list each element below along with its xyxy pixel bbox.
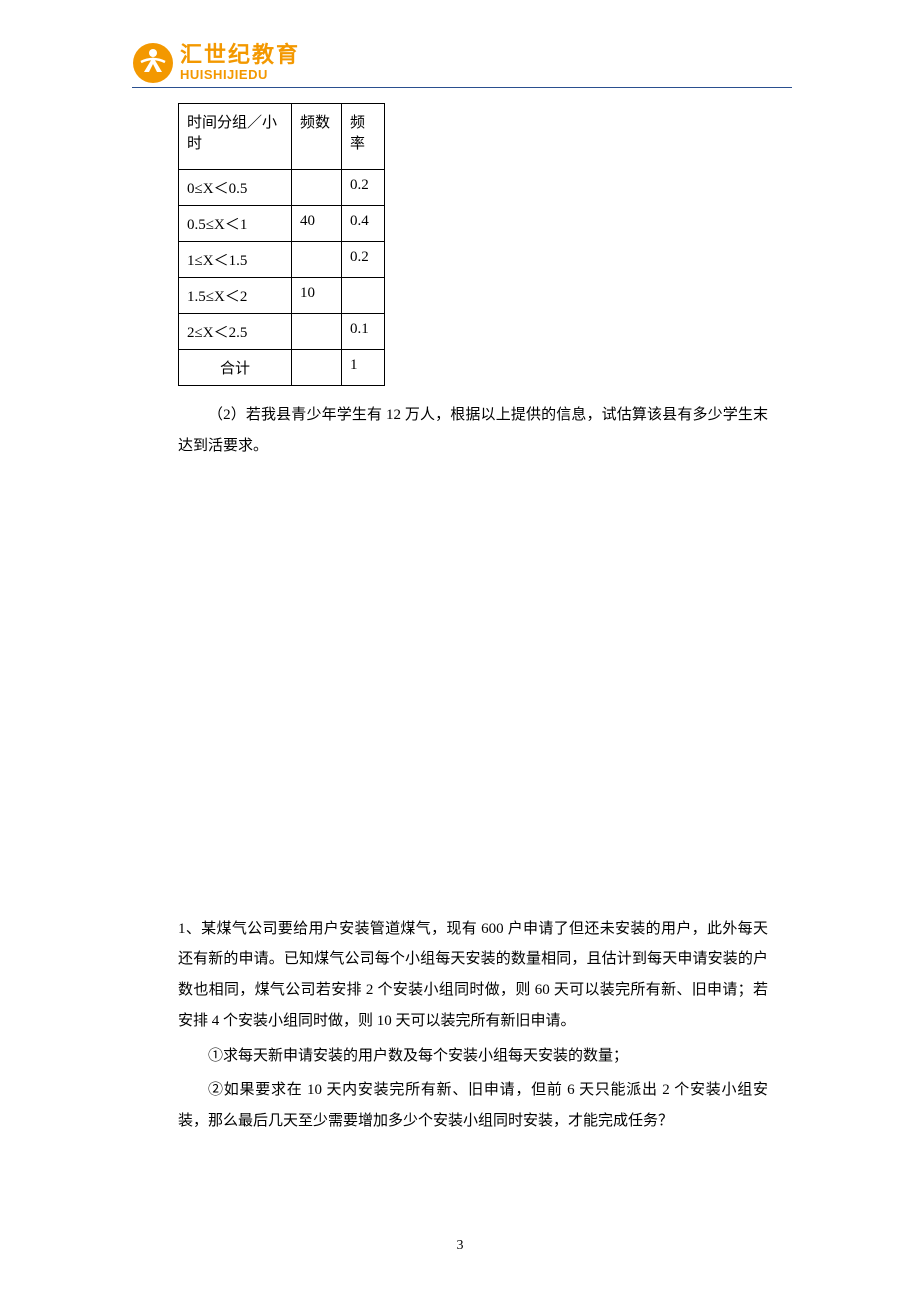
table-header-freq: 频数 bbox=[292, 104, 342, 170]
table-cell-rate: 0.2 bbox=[342, 170, 385, 206]
table-header-range: 时间分组／小时 bbox=[179, 104, 292, 170]
table-row: 1.5≤X＜2 10 bbox=[179, 278, 385, 314]
brand-name-cn: 汇世纪教育 bbox=[180, 44, 300, 66]
table-cell-range: 1≤X＜1.5 bbox=[179, 242, 292, 278]
table-row: 1≤X＜1.5 0.2 bbox=[179, 242, 385, 278]
brand-logo-text: 汇世纪教育 HUISHIJIEDU bbox=[180, 44, 300, 81]
table-row: 2≤X＜2.5 0.1 bbox=[179, 314, 385, 350]
table-cell-freq: 40 bbox=[292, 206, 342, 242]
problem-1-section: 1、某煤气公司要给用户安装管道煤气，现有 600 户申请了但还未安装的用户，此外… bbox=[178, 914, 768, 1137]
page-content: 时间分组／小时 频数 频率 0≤X＜0.5 0.2 0.5≤X＜1 40 0.4… bbox=[178, 103, 768, 1141]
table-row: 0.5≤X＜1 40 0.4 bbox=[179, 206, 385, 242]
table-cell-rate bbox=[342, 278, 385, 314]
table-cell-range: 1.5≤X＜2 bbox=[179, 278, 292, 314]
problem-1-q2: ②如果要求在 10 天内安装完所有新、旧申请，但前 6 天只能派出 2 个安装小… bbox=[178, 1075, 768, 1137]
table-cell-rate: 0.2 bbox=[342, 242, 385, 278]
table-header-row: 时间分组／小时 频数 频率 bbox=[179, 104, 385, 170]
table-cell-freq bbox=[292, 170, 342, 206]
table-row: 合计 1 bbox=[179, 350, 385, 386]
table-cell-rate: 1 bbox=[342, 350, 385, 386]
table-header-rate: 频率 bbox=[342, 104, 385, 170]
brand-name-en: HUISHIJIEDU bbox=[180, 68, 300, 81]
table-cell-range: 0≤X＜0.5 bbox=[179, 170, 292, 206]
table-cell-rate: 0.4 bbox=[342, 206, 385, 242]
problem-1-q1: ①求每天新申请安装的用户数及每个安装小组每天安装的数量； bbox=[178, 1041, 768, 1072]
problem-1-intro: 1、某煤气公司要给用户安装管道煤气，现有 600 户申请了但还未安装的用户，此外… bbox=[178, 914, 768, 1037]
question-2-text: （2）若我县青少年学生有 12 万人，根据以上提供的信息，试估算该县有多少学生末… bbox=[178, 400, 768, 462]
page-number: 3 bbox=[0, 1238, 920, 1254]
table-cell-freq bbox=[292, 242, 342, 278]
table-row: 0≤X＜0.5 0.2 bbox=[179, 170, 385, 206]
table-cell-freq: 10 bbox=[292, 278, 342, 314]
page-header: 汇世纪教育 HUISHIJIEDU bbox=[132, 38, 792, 88]
frequency-table: 时间分组／小时 频数 频率 0≤X＜0.5 0.2 0.5≤X＜1 40 0.4… bbox=[178, 103, 385, 386]
table-cell-rate: 0.1 bbox=[342, 314, 385, 350]
table-cell-range: 0.5≤X＜1 bbox=[179, 206, 292, 242]
table-cell-range: 2≤X＜2.5 bbox=[179, 314, 292, 350]
table-cell-freq bbox=[292, 350, 342, 386]
brand-logo-icon bbox=[132, 42, 174, 84]
table-cell-freq bbox=[292, 314, 342, 350]
table-cell-range: 合计 bbox=[179, 350, 292, 386]
